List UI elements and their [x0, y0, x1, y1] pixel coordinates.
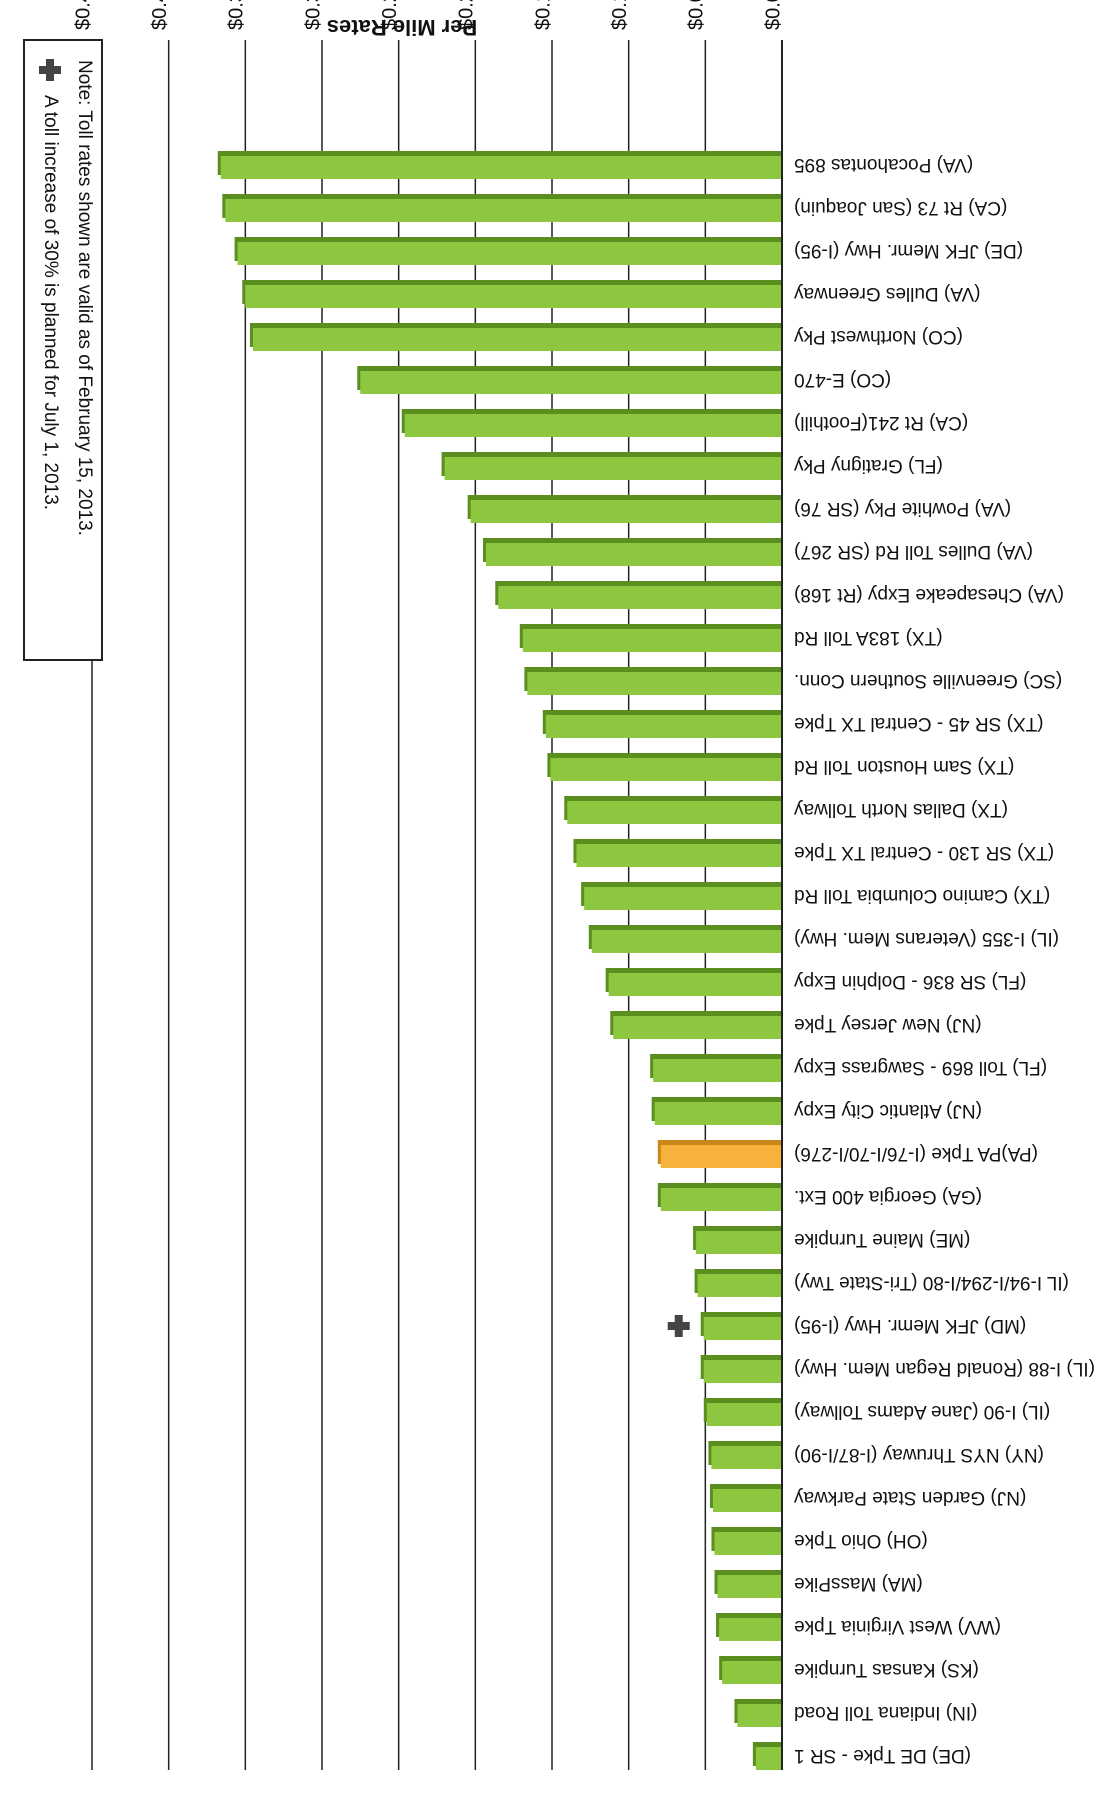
category-label: (CO) E-470	[794, 369, 891, 390]
category-label: (CO) Northwest Pky	[794, 326, 963, 347]
legend-note-increase: A toll increase of 30% is planned for Ju…	[40, 95, 61, 510]
bar	[700, 1312, 782, 1340]
bar	[610, 1011, 782, 1039]
category-label: (CA) Rt 73 (San Joaquin)	[794, 197, 1007, 218]
category-label: (FL) SR 836 - Dolphin Expy	[794, 971, 1027, 992]
value-axis-title: Per Mile Rates	[327, 15, 477, 40]
bar	[547, 753, 782, 781]
category-label: (IL) I-88 (Ronald Regan Mem. Hwy)	[794, 1358, 1095, 1379]
bar	[242, 280, 782, 308]
bar	[564, 796, 782, 824]
plus-icon	[667, 1315, 690, 1337]
bar	[708, 1441, 782, 1469]
category-label: (DE) JFK Memr. Hwy (I-95)	[794, 240, 1023, 261]
bar	[719, 1656, 782, 1684]
bar	[588, 925, 782, 953]
category-label: (VA) Powhite Pky (SR 76)	[794, 498, 1011, 519]
value-axis-ticks: $0.00 $0.05 $0.10 $0.15 $0.20 $0.25 $0.30 $0.35…	[72, 0, 784, 30]
category-label: (KS) Kansas Turnpike	[794, 1659, 979, 1680]
bar	[709, 1484, 782, 1512]
bar	[703, 1398, 782, 1426]
bar	[714, 1570, 782, 1598]
bars	[217, 151, 782, 1770]
bar	[605, 968, 782, 996]
bar	[657, 1140, 782, 1168]
category-label: (OH) Ohio Tpke	[794, 1530, 928, 1551]
category-label: (VA) Chesapeake Expy (Rt 168)	[794, 584, 1064, 605]
value-tick-label: $0.40	[149, 0, 171, 30]
legend-box	[23, 39, 103, 661]
bar	[581, 882, 782, 910]
category-label: (NJ) New Jersey Tpke	[794, 1014, 982, 1035]
bar	[249, 323, 782, 351]
value-tick-label: $0.20	[456, 0, 478, 30]
bar	[483, 538, 782, 566]
bar	[734, 1699, 782, 1727]
value-tick-label: $0.00	[762, 0, 784, 30]
category-label: (NJ) Garden State Parkway	[794, 1487, 1027, 1508]
bar	[657, 1183, 782, 1211]
value-tick-label: $0.30	[302, 0, 324, 30]
bar	[650, 1054, 782, 1082]
category-label: (TX) Sam Houston Toll Rd	[794, 756, 1014, 777]
bar	[542, 710, 782, 738]
bar	[441, 452, 782, 480]
category-label: (TX) 183A Toll Rd	[794, 627, 943, 648]
plus-icon	[39, 59, 61, 81]
category-label: (TX) SR 130 - Central TX Tpke	[794, 842, 1054, 863]
category-label: (IL I-94/I-294/I-80 (Tri-State Twy)	[794, 1272, 1069, 1293]
category-label: (VA) Dulles Toll Rd (SR 267)	[794, 541, 1033, 562]
value-tick-label: $0.35	[226, 0, 248, 30]
legend-note-valid-date: Note: Toll rates shown are valid as of F…	[74, 60, 95, 536]
bar	[519, 624, 782, 652]
bar	[495, 581, 782, 609]
bar	[651, 1097, 782, 1125]
bar	[357, 366, 782, 394]
category-label: (ME) Maine Turnpike	[794, 1229, 970, 1250]
category-label: (TX) Camino Columbia Toll Rd	[794, 885, 1050, 906]
bar	[222, 194, 782, 222]
category-label: (MA) MassPike	[794, 1573, 923, 1594]
bar	[752, 1742, 782, 1770]
category-label: (CA) Rt 241(Foothill)	[794, 412, 968, 433]
category-label: (VA) Dulles Greenway	[794, 283, 981, 304]
category-label: (FL) Toll 869 - Sawgrass Expy	[794, 1057, 1048, 1078]
value-tick-label: $0.45	[72, 0, 94, 30]
legend: A toll increase of 30% is planned for Ju…	[23, 39, 103, 661]
bar	[711, 1527, 782, 1555]
category-labels: (DE) DE Tpke - SR 1 (IN) Indiana Toll Roa…	[794, 154, 1095, 1766]
category-label: (DE) DE Tpke - SR 1	[794, 1745, 971, 1766]
category-label: (IL) I-355 (Veterans Mem. Hwy)	[794, 928, 1059, 949]
bar	[234, 237, 782, 265]
category-label: (FL) Gratigny Pky	[794, 455, 943, 476]
bar	[524, 667, 782, 695]
gridlines	[91, 40, 707, 1770]
category-label: (SC) Greenville Southern Conn.	[794, 670, 1062, 691]
category-label: (IN) Indiana Toll Road	[794, 1702, 977, 1723]
bar	[694, 1269, 782, 1297]
bar	[467, 495, 782, 523]
bar	[573, 839, 782, 867]
category-label: (IL) I-90 (Jane Adams Tollway)	[794, 1401, 1050, 1422]
category-label: (TX) Dallas North Tollway	[794, 799, 1008, 820]
category-label: (NY) NYS Thruway (I-87/I-90)	[794, 1444, 1044, 1465]
value-tick-label: $0.25	[379, 0, 401, 30]
value-tick-label: $0.15	[532, 0, 554, 30]
value-tick-label: $0.05	[686, 0, 708, 30]
category-label: (VA) Pocahontas 895	[794, 154, 973, 175]
bar	[716, 1613, 782, 1641]
bar	[693, 1226, 782, 1254]
bar	[700, 1355, 782, 1383]
value-tick-label: $0.10	[609, 0, 631, 30]
category-label: (TX) SR 45 - Central TX Tpke	[794, 713, 1044, 734]
category-label: (GA) Georgia 400 Ext.	[794, 1186, 982, 1207]
category-label: (MD) JFK Memr. Hwy (I-95)	[794, 1315, 1026, 1336]
category-label: (PA)PA Tpke (I-76/I-70/I-276)	[794, 1143, 1038, 1164]
category-label: (WV) West Virginia Tpke	[794, 1616, 1001, 1637]
bar	[401, 409, 782, 437]
bar	[217, 151, 782, 179]
category-label: (NJ) Atlantic City Expy	[794, 1100, 982, 1121]
